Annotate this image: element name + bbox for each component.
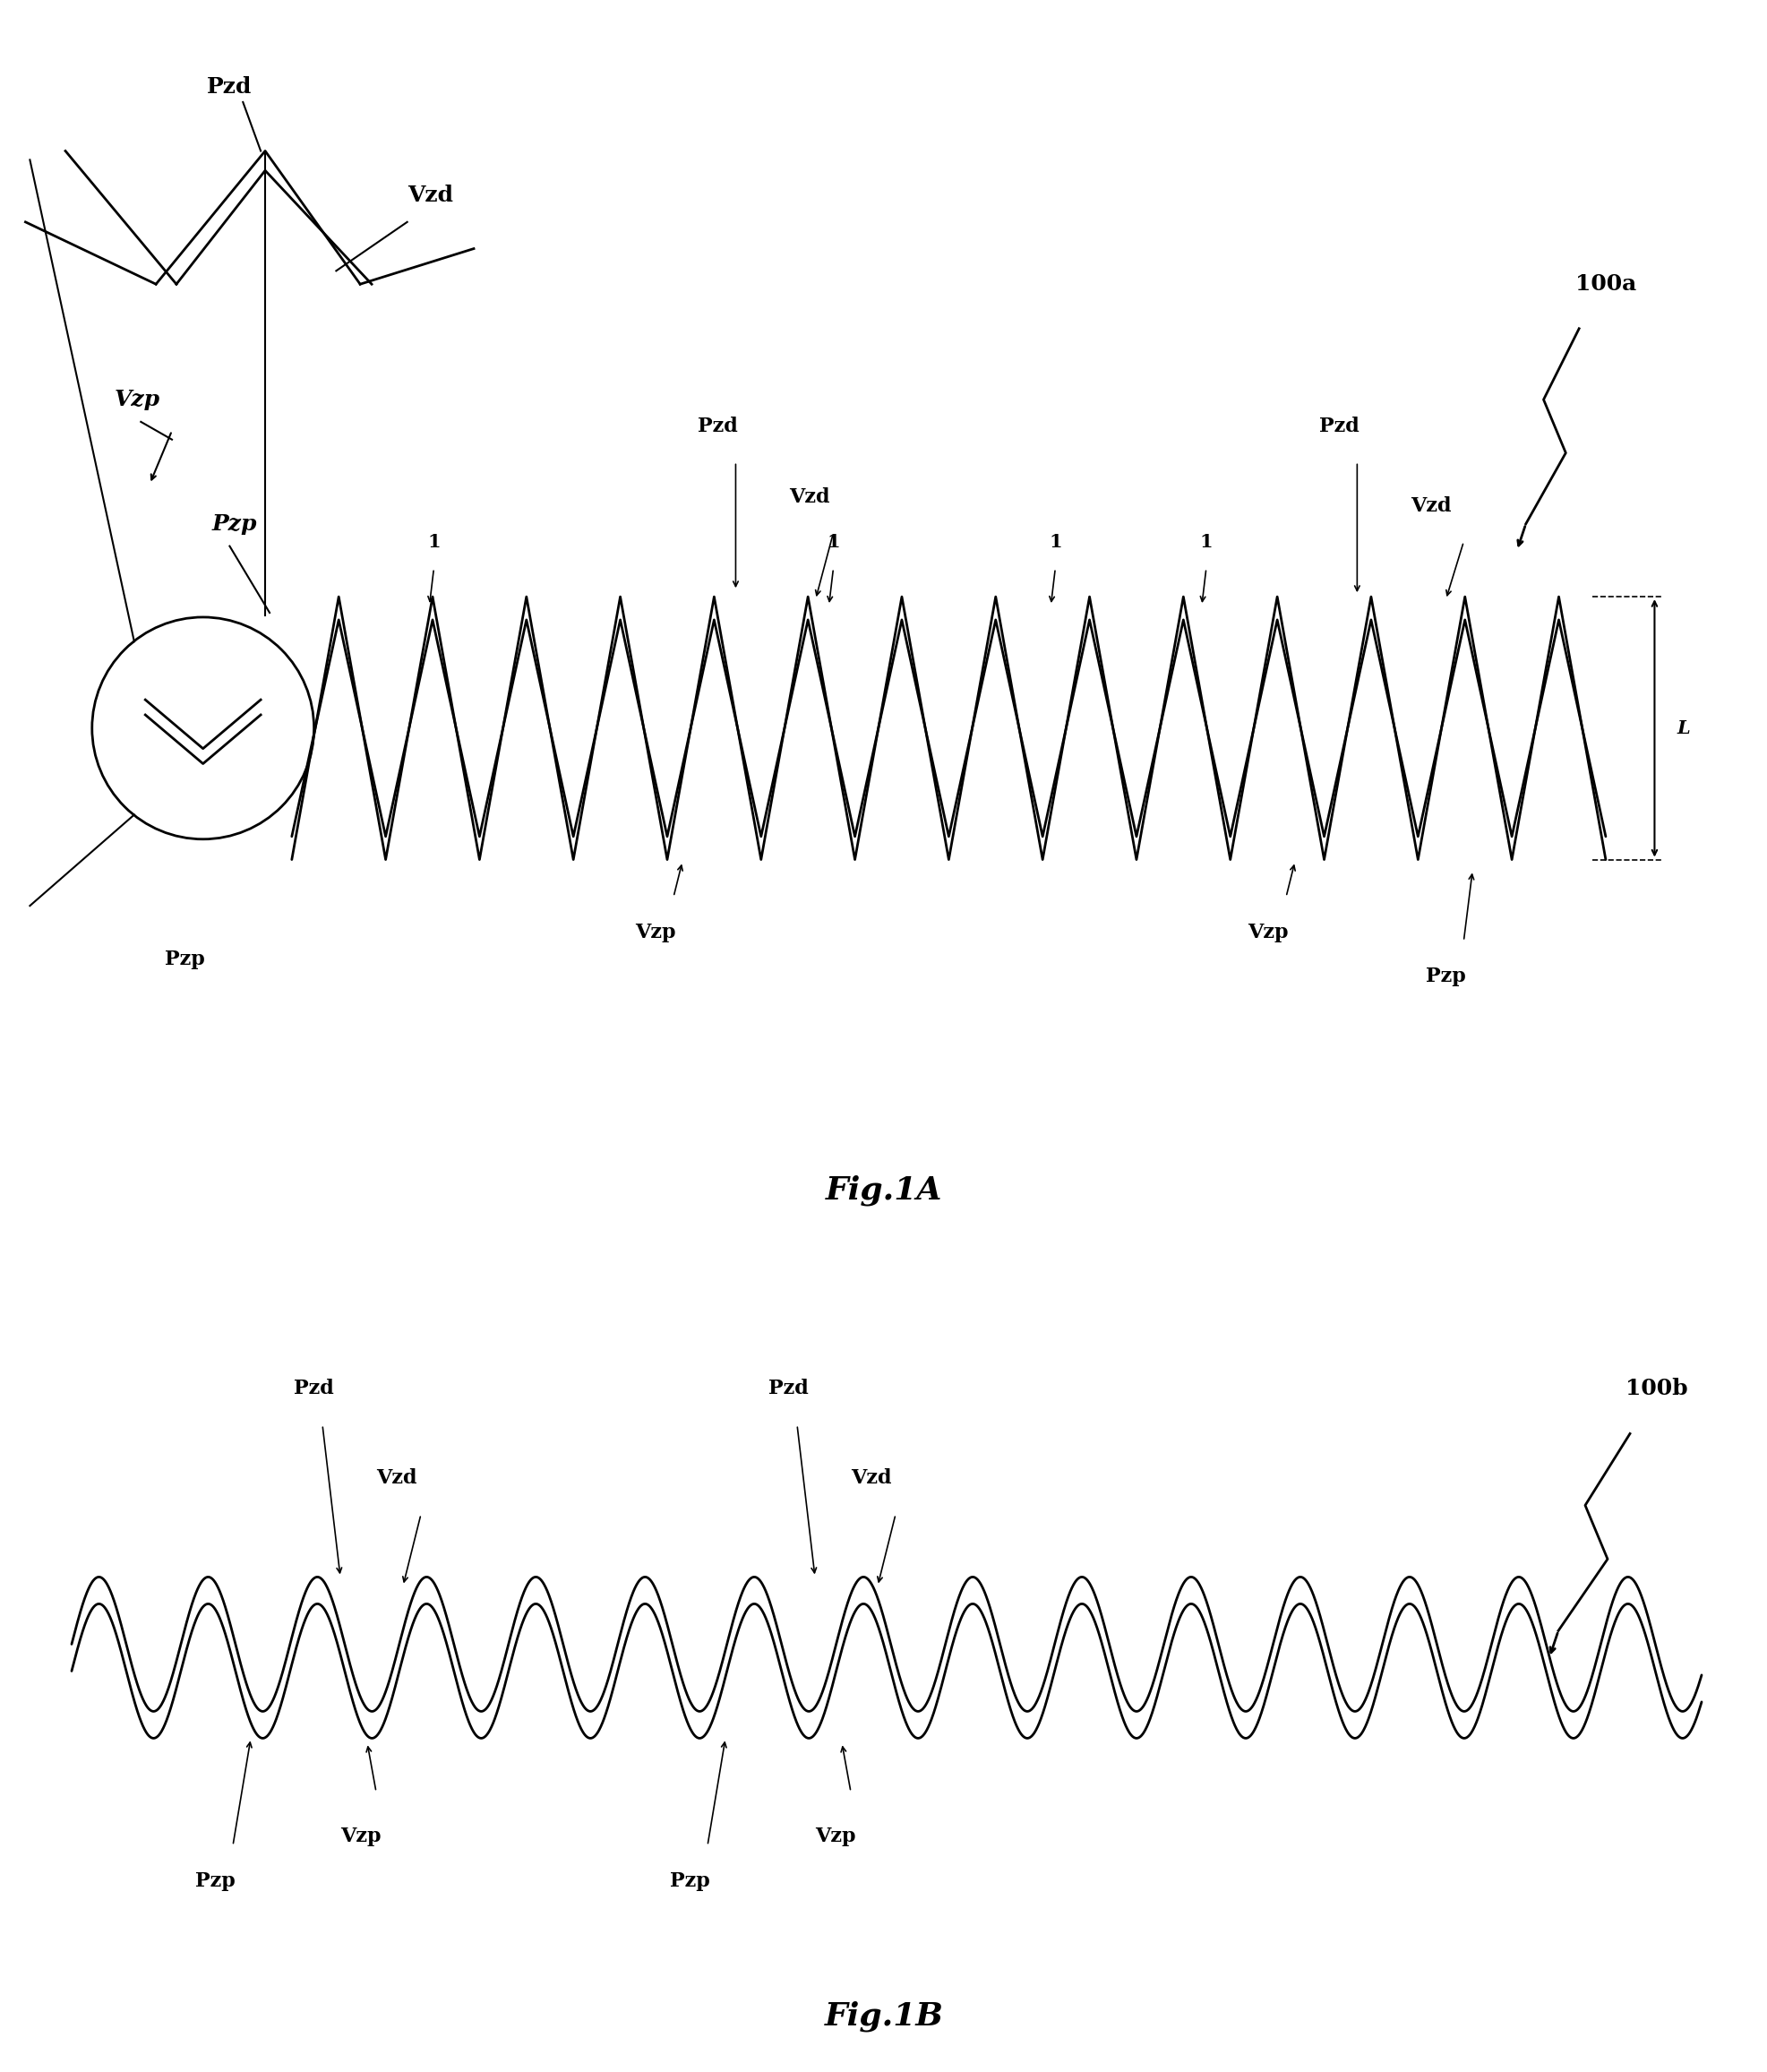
Text: Vzd: Vzd — [376, 1469, 417, 1488]
Text: Pzd: Pzd — [698, 416, 737, 435]
Text: Vzd: Vzd — [406, 184, 452, 205]
Text: Vzd: Vzd — [1410, 497, 1451, 516]
Text: Pzp: Pzp — [164, 949, 205, 970]
Text: 1: 1 — [428, 533, 440, 551]
Text: Pzp: Pzp — [670, 1871, 709, 1892]
Text: L: L — [1675, 719, 1689, 738]
Text: Vzp: Vzp — [815, 1828, 855, 1846]
Text: Pzd: Pzd — [767, 1380, 808, 1399]
Text: Pzp: Pzp — [194, 1871, 235, 1892]
Text: Vzp: Vzp — [115, 390, 161, 410]
Text: Vzd: Vzd — [850, 1469, 891, 1488]
Text: Pzd: Pzd — [1318, 416, 1359, 435]
Text: Pzd: Pzd — [207, 77, 253, 97]
Text: Pzp: Pzp — [212, 514, 256, 535]
Text: Fig.1A: Fig.1A — [825, 1175, 942, 1206]
Text: Pzd: Pzd — [293, 1380, 334, 1399]
Text: Vzd: Vzd — [788, 487, 829, 508]
Text: 100b: 100b — [1626, 1378, 1687, 1399]
Text: Vzp: Vzp — [634, 922, 675, 943]
Text: Fig.1B: Fig.1B — [823, 1999, 944, 2031]
Text: 100a: 100a — [1574, 274, 1636, 294]
Text: 1: 1 — [827, 533, 839, 551]
Text: Vzp: Vzp — [341, 1828, 382, 1846]
Text: 1: 1 — [1200, 533, 1212, 551]
Text: Vzp: Vzp — [1248, 922, 1288, 943]
Text: Pzp: Pzp — [1426, 968, 1465, 986]
Text: 1: 1 — [1048, 533, 1062, 551]
